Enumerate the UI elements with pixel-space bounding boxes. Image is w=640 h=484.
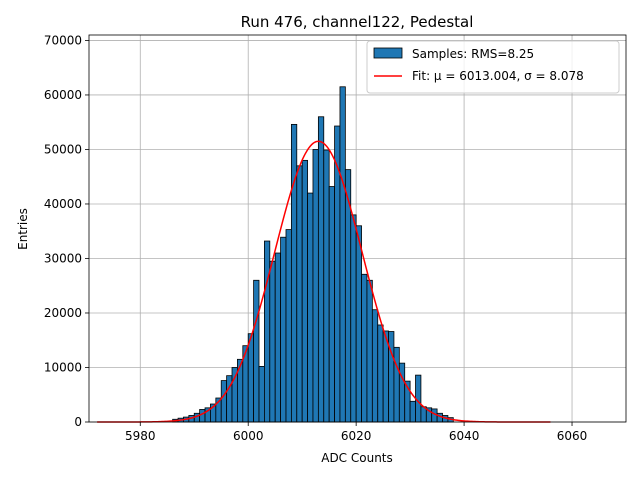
histogram-bar — [328, 186, 335, 423]
histogram-bar — [307, 192, 314, 423]
histogram-bar — [312, 149, 319, 423]
x-tick-label: 6060 — [557, 429, 588, 443]
y-axis-label: Entries — [16, 208, 30, 250]
histogram-bar — [231, 367, 238, 423]
legend-label-samples: Samples: RMS=8.25 — [412, 47, 534, 61]
x-tick-label: 6040 — [449, 429, 480, 443]
y-tick-label: 50000 — [44, 142, 82, 156]
histogram-bar — [350, 214, 357, 423]
histogram-bar — [361, 273, 368, 423]
histogram-bar — [301, 159, 308, 423]
y-tick-label: 40000 — [44, 197, 82, 211]
x-tick-label: 6000 — [233, 429, 264, 443]
y-tick-label: 10000 — [44, 360, 82, 374]
histogram-bar — [199, 409, 206, 423]
histogram-bar — [258, 366, 265, 423]
legend-patch-samples — [373, 47, 403, 59]
histogram-bar — [377, 324, 384, 423]
histogram-bar — [269, 260, 276, 423]
x-axis-label: ADC Counts — [321, 451, 393, 465]
histogram-bar — [366, 279, 373, 423]
histogram-bar — [285, 229, 292, 423]
fit-curve — [97, 140, 551, 423]
histogram-bar — [323, 149, 330, 423]
histogram-bar — [274, 252, 281, 423]
legend-label-fit: Fit: μ = 6013.004, σ = 8.078 — [412, 69, 584, 83]
histogram-bar — [296, 165, 303, 423]
y-axis-ticks: 0 10000 20000 30000 40000 50000 60000 70000 — [44, 33, 89, 429]
histogram-bar — [253, 279, 260, 423]
histogram-bars — [172, 86, 454, 423]
axes-frame — [88, 34, 627, 423]
y-tick-label: 60000 — [44, 88, 82, 102]
histogram-bar — [409, 400, 416, 423]
x-tick-label: 5980 — [125, 429, 156, 443]
histogram-bar — [290, 123, 298, 423]
histogram-bar — [264, 240, 271, 423]
y-tick-label: 20000 — [44, 306, 82, 320]
histogram-bar — [247, 333, 255, 423]
histogram-bar — [371, 309, 379, 423]
legend: Samples: RMS=8.25 Fit: μ = 6013.004, σ =… — [366, 40, 620, 94]
y-tick-label: 70000 — [44, 33, 82, 47]
histogram-bar — [280, 236, 287, 423]
y-tick-label: 0 — [74, 415, 82, 429]
histogram-bar — [220, 380, 228, 423]
chart-title: Run 476, channel122, Pedestal — [241, 13, 474, 31]
x-tick-label: 6020 — [341, 429, 372, 443]
x-axis-ticks: 5980 6000 6020 6040 6060 — [125, 422, 587, 443]
histogram-bar — [393, 346, 400, 423]
histogram-bar — [339, 86, 346, 423]
histogram-bar — [317, 116, 325, 423]
y-tick-label: 30000 — [44, 251, 82, 265]
histogram-bar — [355, 225, 362, 423]
legend-box — [366, 40, 620, 94]
